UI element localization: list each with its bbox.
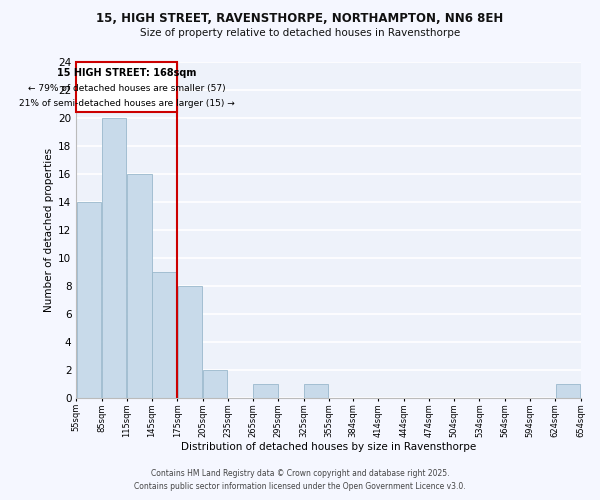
Text: 15 HIGH STREET: 168sqm: 15 HIGH STREET: 168sqm	[57, 68, 196, 78]
Bar	[102, 118, 127, 398]
Bar	[253, 384, 278, 398]
Text: Size of property relative to detached houses in Ravensthorpe: Size of property relative to detached ho…	[140, 28, 460, 38]
FancyBboxPatch shape	[76, 62, 178, 112]
X-axis label: Distribution of detached houses by size in Ravensthorpe: Distribution of detached houses by size …	[181, 442, 476, 452]
Text: 21% of semi-detached houses are larger (15) →: 21% of semi-detached houses are larger (…	[19, 99, 235, 108]
Bar	[152, 272, 177, 398]
Y-axis label: Number of detached properties: Number of detached properties	[44, 148, 54, 312]
Bar	[304, 384, 328, 398]
Text: Contains HM Land Registry data © Crown copyright and database right 2025.
Contai: Contains HM Land Registry data © Crown c…	[134, 470, 466, 491]
Bar	[556, 384, 580, 398]
Text: 15, HIGH STREET, RAVENSTHORPE, NORTHAMPTON, NN6 8EH: 15, HIGH STREET, RAVENSTHORPE, NORTHAMPT…	[97, 12, 503, 26]
Bar	[178, 286, 202, 398]
Bar	[77, 202, 101, 398]
Bar	[127, 174, 152, 398]
Bar	[203, 370, 227, 398]
Text: ← 79% of detached houses are smaller (57): ← 79% of detached houses are smaller (57…	[28, 84, 226, 92]
